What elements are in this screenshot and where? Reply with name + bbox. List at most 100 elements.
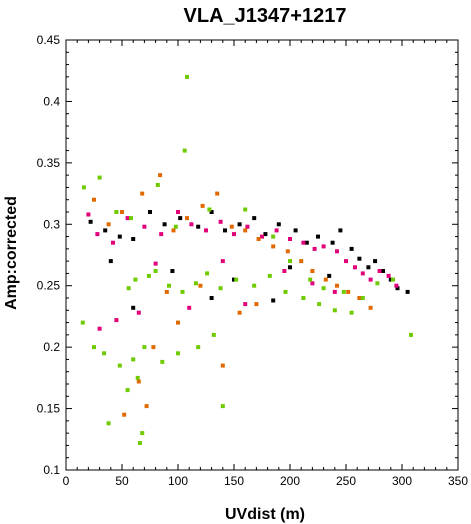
data-point-s3-4 bbox=[114, 210, 119, 214]
data-point-s3-31 bbox=[106, 421, 111, 426]
data-point-s0-15 bbox=[304, 240, 309, 245]
x-tick-label: 50 bbox=[115, 474, 129, 488]
x-tick-label: 350 bbox=[448, 474, 468, 488]
data-point-s0-9 bbox=[223, 228, 227, 233]
data-point-s3-22 bbox=[117, 363, 122, 368]
data-point-s2-24 bbox=[151, 345, 156, 350]
data-point-s0-32 bbox=[131, 305, 136, 310]
data-point-s3-26 bbox=[176, 351, 180, 356]
data-point-s1-10 bbox=[232, 232, 236, 237]
data-point-s3-5 bbox=[129, 216, 133, 221]
data-point-s3-32 bbox=[140, 431, 145, 436]
data-point-s3-21 bbox=[102, 351, 107, 356]
data-point-s3-11 bbox=[288, 259, 292, 264]
data-point-s2-22 bbox=[144, 404, 149, 409]
data-point-s1-6 bbox=[176, 210, 180, 214]
data-point-s1-23 bbox=[377, 269, 382, 273]
data-point-s3-24 bbox=[142, 345, 147, 350]
data-point-s1-33 bbox=[282, 269, 287, 273]
data-point-s1-7 bbox=[189, 222, 194, 227]
y-tick-label: 0.4 bbox=[43, 94, 60, 108]
x-tick-label: 200 bbox=[280, 474, 300, 488]
data-point-s1-20 bbox=[353, 265, 357, 270]
data-point-s3-27 bbox=[196, 345, 201, 350]
data-point-s0-12 bbox=[263, 232, 268, 237]
plot-frame bbox=[65, 39, 459, 471]
data-point-s2-18 bbox=[346, 289, 351, 294]
data-point-s3-16 bbox=[375, 281, 380, 286]
y-tick-label: 0.45 bbox=[37, 33, 61, 47]
data-point-s3-35 bbox=[126, 286, 131, 291]
data-point-s1-32 bbox=[220, 259, 225, 264]
data-point-s3-28 bbox=[211, 332, 216, 337]
data-point-s1-14 bbox=[288, 237, 292, 241]
data-point-s0-34 bbox=[271, 298, 276, 303]
data-point-s0-0 bbox=[88, 219, 93, 224]
data-point-s0-20 bbox=[357, 256, 362, 261]
data-point-s1-35 bbox=[332, 289, 337, 294]
data-point-s1-16 bbox=[312, 246, 317, 251]
data-point-s2-11 bbox=[256, 237, 261, 241]
data-point-s0-11 bbox=[252, 216, 257, 221]
data-point-s3-45 bbox=[252, 283, 257, 288]
data-point-s0-3 bbox=[131, 237, 136, 241]
data-point-s3-37 bbox=[146, 273, 151, 278]
data-point-s3-2 bbox=[81, 185, 86, 190]
data-point-s0-30 bbox=[288, 265, 292, 270]
data-point-s1-13 bbox=[274, 228, 279, 233]
data-point-s3-6 bbox=[155, 183, 160, 187]
data-point-s2-13 bbox=[285, 249, 290, 254]
data-point-s3-0 bbox=[185, 74, 189, 79]
y-tick-label: 0.2 bbox=[43, 340, 60, 354]
data-point-s3-47 bbox=[283, 289, 288, 294]
data-point-s1-19 bbox=[344, 259, 348, 264]
data-point-s3-40 bbox=[180, 289, 185, 294]
data-point-s3-29 bbox=[135, 375, 140, 380]
x-tick-label: 250 bbox=[336, 474, 356, 488]
data-point-s3-49 bbox=[317, 302, 322, 307]
data-point-s3-25 bbox=[160, 359, 165, 364]
data-point-s0-22 bbox=[373, 259, 378, 264]
x-axis-title: UVdist (m) bbox=[225, 506, 305, 523]
data-point-s2-4 bbox=[158, 173, 163, 178]
data-point-s1-31 bbox=[153, 261, 158, 266]
y-tick-label: 0.3 bbox=[43, 217, 60, 231]
data-point-s2-6 bbox=[185, 216, 189, 221]
data-point-s0-4 bbox=[148, 210, 152, 214]
data-point-s3-48 bbox=[301, 296, 306, 300]
data-point-s1-8 bbox=[204, 228, 208, 233]
data-point-s2-5 bbox=[171, 228, 176, 233]
data-point-s0-1 bbox=[103, 228, 108, 233]
chart-title: VLA_J1347+1217 bbox=[184, 5, 347, 27]
data-point-s3-33 bbox=[137, 441, 142, 445]
data-point-s2-20 bbox=[368, 305, 373, 310]
data-point-s1-17 bbox=[321, 244, 326, 249]
data-point-s3-8 bbox=[207, 207, 212, 212]
data-point-s1-0 bbox=[86, 212, 91, 217]
data-point-s3-3 bbox=[97, 175, 102, 180]
x-tick-label: 100 bbox=[168, 474, 188, 488]
data-point-s2-12 bbox=[271, 244, 276, 249]
data-point-s2-14 bbox=[299, 259, 304, 264]
y-tick-label: 0.15 bbox=[37, 402, 61, 416]
data-point-s1-28 bbox=[136, 310, 141, 315]
data-point-s0-24 bbox=[388, 277, 393, 282]
data-point-s0-13 bbox=[276, 222, 281, 227]
data-point-s3-15 bbox=[360, 296, 365, 300]
data-point-s0-10 bbox=[237, 222, 242, 227]
data-point-s3-46 bbox=[267, 273, 272, 278]
data-point-s0-17 bbox=[330, 240, 335, 245]
data-point-s3-1 bbox=[182, 148, 187, 153]
data-point-s2-3 bbox=[140, 191, 145, 196]
data-point-s1-15 bbox=[301, 240, 306, 245]
data-point-s0-19 bbox=[349, 246, 354, 251]
data-point-s3-41 bbox=[193, 281, 198, 286]
data-point-s1-12 bbox=[260, 234, 264, 239]
data-point-s0-5 bbox=[162, 222, 167, 227]
data-point-s0-18 bbox=[338, 228, 343, 233]
data-point-s2-23 bbox=[136, 379, 141, 384]
data-point-s2-17 bbox=[335, 283, 339, 288]
data-point-s2-26 bbox=[176, 320, 180, 325]
data-point-s1-18 bbox=[335, 249, 339, 254]
